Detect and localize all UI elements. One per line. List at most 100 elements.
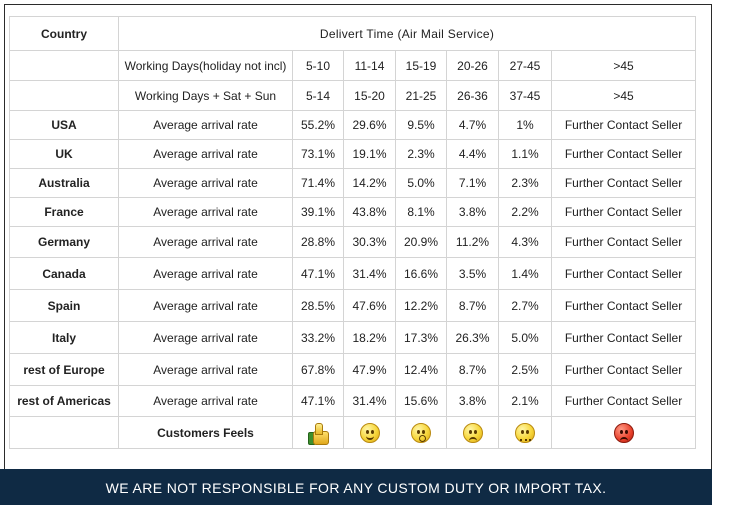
rate-cell: 2.1%	[498, 385, 552, 417]
rate-cell: 47.1%	[292, 385, 344, 417]
country-name: Italy	[9, 321, 119, 354]
rate-cell: 26.3%	[446, 321, 499, 354]
contact-seller-cell: Further Contact Seller	[550, 168, 697, 198]
row-label: Average arrival rate	[118, 226, 293, 258]
range-cell: >45	[550, 50, 697, 81]
rate-cell: 31.4%	[343, 385, 396, 417]
customers-feels-row: Customers Feels	[9, 416, 697, 449]
rate-cell: 43.8%	[343, 197, 396, 227]
rate-cell: 2.5%	[498, 353, 552, 386]
rate-cell: 14.2%	[343, 168, 396, 198]
country-name: Canada	[9, 257, 119, 290]
rate-cell: 11.2%	[446, 226, 499, 258]
contact-seller-cell: Further Contact Seller	[550, 353, 697, 386]
rate-cell: 47.1%	[292, 257, 344, 290]
country-header: Country	[9, 16, 119, 51]
row-label: Average arrival rate	[118, 257, 293, 290]
rate-cell: 18.2%	[343, 321, 396, 354]
table-row: Australia Average arrival rate 71.4% 14.2% 5…	[9, 168, 697, 198]
country-name: France	[9, 197, 119, 227]
working-days-label: Working Days + Sat + Sun	[118, 80, 293, 111]
table-row: Germany Average arrival rate 28.8% 30.3% 20.…	[9, 226, 697, 258]
contact-seller-cell: Further Contact Seller	[550, 321, 697, 354]
rate-cell: 4.3%	[498, 226, 552, 258]
range-cell: 5-10	[292, 50, 344, 81]
range-cell: 15-20	[343, 80, 396, 111]
rate-cell: 2.7%	[498, 289, 552, 322]
range-cell: 27-45	[498, 50, 552, 81]
rate-cell: 7.1%	[446, 168, 499, 198]
row-label: Average arrival rate	[118, 110, 293, 140]
contact-seller-cell: Further Contact Seller	[550, 289, 697, 322]
row-label: Average arrival rate	[118, 289, 293, 322]
contact-seller-cell: Further Contact Seller	[550, 139, 697, 169]
rate-cell: 5.0%	[498, 321, 552, 354]
country-name: UK	[9, 139, 119, 169]
rate-cell: 29.6%	[343, 110, 396, 140]
smiley-happy-icon	[359, 422, 380, 443]
rate-cell: 4.7%	[446, 110, 499, 140]
rate-cell: 71.4%	[292, 168, 344, 198]
row-label: Average arrival rate	[118, 385, 293, 417]
range-cell: 20-26	[446, 50, 499, 81]
table-row: Spain Average arrival rate 28.5% 47.6% 12.2%…	[9, 289, 697, 322]
thumbs-up-icon	[307, 422, 329, 445]
rate-cell: 2.3%	[498, 168, 552, 198]
table-title: Delivert Time (Air Mail Service)	[117, 16, 697, 51]
row-label: Average arrival rate	[118, 353, 293, 386]
rate-cell: 2.2%	[498, 197, 552, 227]
rate-cell: 3.8%	[446, 385, 499, 417]
rate-cell: 12.4%	[395, 353, 447, 386]
row-label: Average arrival rate	[118, 139, 293, 169]
rate-cell: 28.8%	[292, 226, 344, 258]
range-cell: 5-14	[292, 80, 344, 111]
rate-cell: 8.7%	[446, 353, 499, 386]
working-days-row: Working Days(holiday not incl) 5-10 11-1…	[9, 50, 697, 81]
delivery-time-table: Country Delivert Time (Air Mail Service)…	[9, 16, 697, 449]
range-cell: 15-19	[395, 50, 447, 81]
rate-cell: 28.5%	[292, 289, 344, 322]
rate-cell: 15.6%	[395, 385, 447, 417]
contact-seller-cell: Further Contact Seller	[550, 110, 697, 140]
rate-cell: 8.1%	[395, 197, 447, 227]
rate-cell: 3.8%	[446, 197, 499, 227]
country-name: Spain	[9, 289, 119, 322]
range-cell: >45	[550, 80, 697, 111]
rate-cell: 20.9%	[395, 226, 447, 258]
rate-cell: 73.1%	[292, 139, 344, 169]
rate-cell: 31.4%	[343, 257, 396, 290]
rate-cell: 33.2%	[292, 321, 344, 354]
range-cell: 11-14	[343, 50, 396, 81]
header-row: Country Delivert Time (Air Mail Service)	[9, 16, 697, 51]
rate-cell: 39.1%	[292, 197, 344, 227]
table-row: rest of Europe Average arrival rate 67.8% 4…	[9, 353, 697, 386]
smiley-surprised-icon	[411, 422, 431, 443]
range-cell: 37-45	[498, 80, 552, 111]
row-label: Average arrival rate	[118, 197, 293, 227]
rate-cell: 4.4%	[446, 139, 499, 169]
table-row: rest of Americas Average arrival rate 47.1…	[9, 385, 697, 417]
rate-cell: 67.8%	[292, 353, 344, 386]
contact-seller-cell: Further Contact Seller	[550, 197, 697, 227]
footer-notice: WE ARE NOT RESPONSIBLE FOR ANY CUSTOM DU…	[0, 469, 712, 505]
range-cell: 21-25	[395, 80, 447, 111]
rate-cell: 1.4%	[498, 257, 552, 290]
contact-seller-cell: Further Contact Seller	[550, 385, 697, 417]
table-row: USA Average arrival rate 55.2% 29.6% 9.5% 4.7…	[9, 110, 697, 140]
country-name: rest of Americas	[9, 385, 119, 417]
angry-face-icon	[613, 422, 634, 443]
customers-feels-label: Customers Feels	[118, 416, 293, 449]
smiley-upset-icon	[515, 422, 535, 443]
table-row: Canada Average arrival rate 47.1% 31.4% 16.6…	[9, 257, 697, 290]
row-label: Average arrival rate	[118, 321, 293, 354]
working-days-weekend-row: Working Days + Sat + Sun 5-14 15-20 21-2…	[9, 80, 697, 111]
country-name: Germany	[9, 226, 119, 258]
rate-cell: 16.6%	[395, 257, 447, 290]
rate-cell: 19.1%	[343, 139, 396, 169]
contact-seller-cell: Further Contact Seller	[550, 226, 697, 258]
rate-cell: 17.3%	[395, 321, 447, 354]
table-row: France Average arrival rate 39.1% 43.8% 8.1%…	[9, 197, 697, 227]
rate-cell: 12.2%	[395, 289, 447, 322]
rate-cell: 3.5%	[446, 257, 499, 290]
rate-cell: 30.3%	[343, 226, 396, 258]
